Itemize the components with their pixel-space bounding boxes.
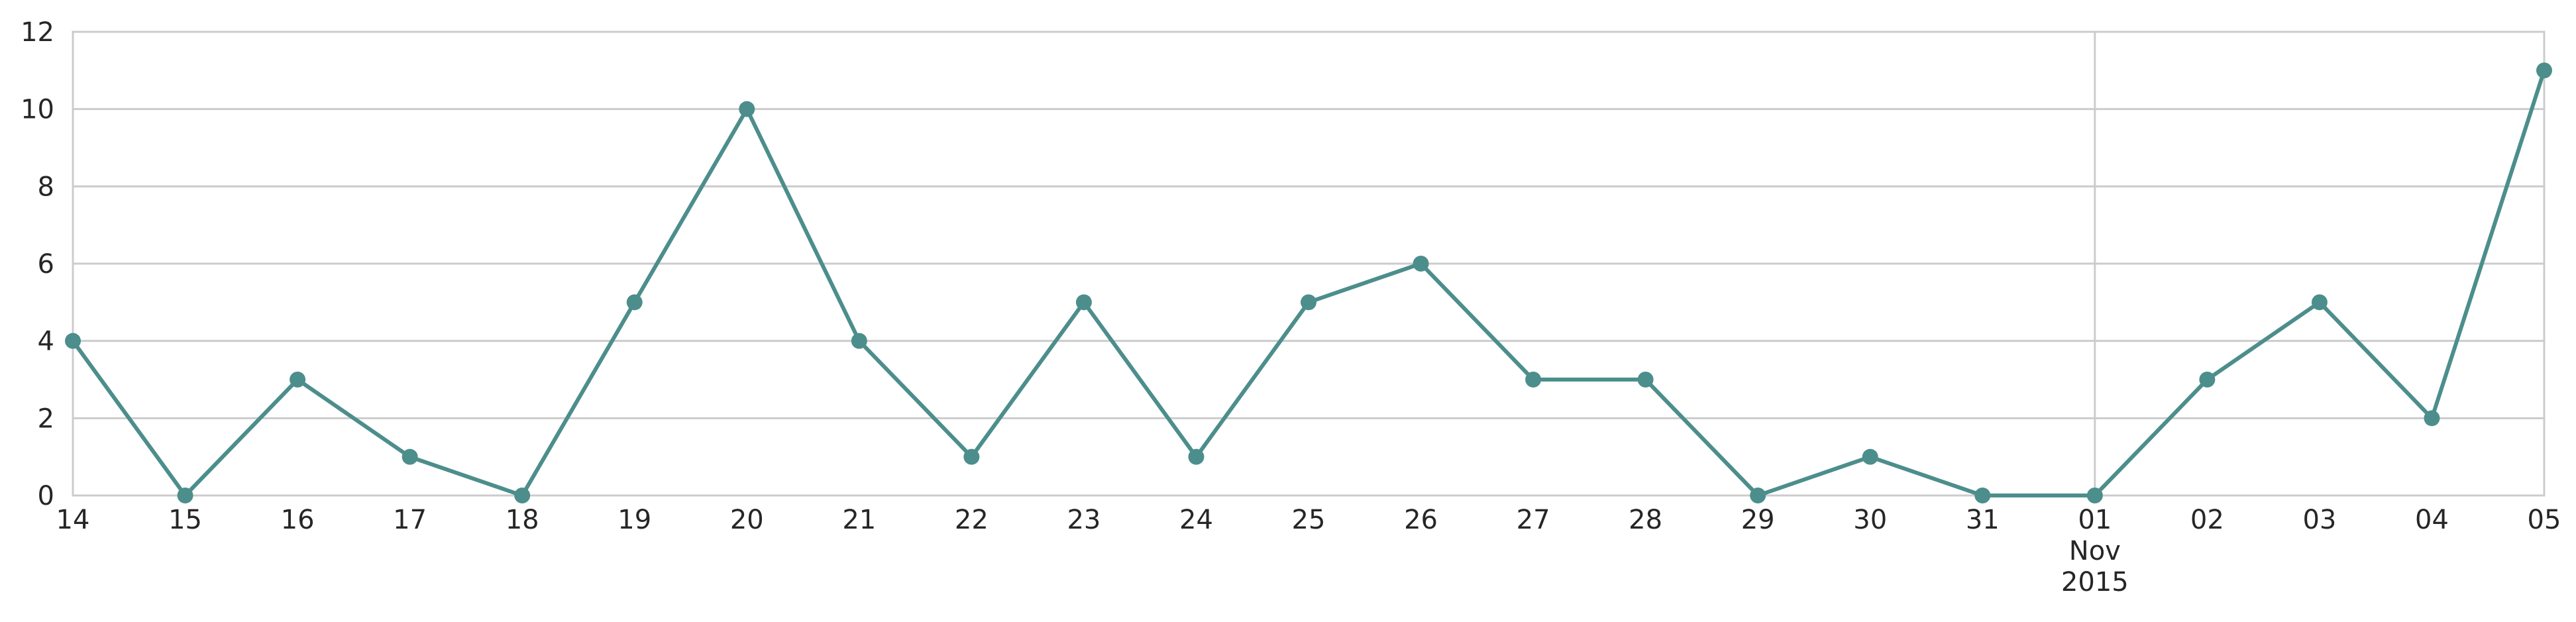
x-tick-label: 29 [1741, 505, 1775, 535]
data-point [851, 333, 867, 349]
y-tick-label: 10 [21, 95, 54, 125]
x-tick-label: 17 [393, 505, 427, 535]
x-tick-label: 22 [955, 505, 989, 535]
data-point [2536, 62, 2552, 79]
x-tick-label: 25 [1292, 505, 1326, 535]
series-line [71, 68, 2546, 497]
x-tick-label: 01 [2078, 505, 2112, 535]
x-axis-tick-labels: 14 15 16 17 18 19 20 21 22 23 24 25 26 27 28 29 30 31 01No… [56, 505, 2561, 597]
x-tick-label: 28 [1629, 505, 1662, 535]
data-point [2424, 410, 2440, 427]
data-point [290, 372, 306, 388]
data-point [2086, 488, 2103, 503]
y-tick-label: 0 [38, 481, 54, 511]
y-tick-label: 2 [38, 403, 54, 434]
y-tick-label: 12 [21, 17, 54, 48]
x-tick-label: 30 [1853, 505, 1887, 535]
data-point [1974, 488, 1991, 503]
x-tick-label: 16 [281, 505, 315, 535]
y-tick-label: 6 [38, 249, 54, 280]
x-tick-label: 14 [56, 505, 90, 535]
x-tick-label: 05 [2528, 505, 2561, 535]
x-tick-label: 26 [1404, 505, 1438, 535]
x-tick-label: 20 [730, 505, 764, 535]
data-point [514, 488, 531, 503]
x-tick-label: 03 [2302, 505, 2336, 535]
data-point [626, 294, 643, 311]
data-point [1750, 488, 1766, 503]
x-tick-label: 19 [617, 505, 651, 535]
data-point [65, 333, 81, 349]
x-tick-label: 23 [1067, 505, 1100, 535]
x-tick-label: 15 [168, 505, 202, 535]
data-point [1637, 372, 1654, 388]
x-tick-sublabel: Nov [2069, 536, 2121, 566]
data-point [2199, 372, 2216, 388]
plot-frame [72, 30, 2546, 497]
data-point [1301, 294, 1316, 311]
x-tick-label: 18 [506, 505, 539, 535]
x-tick-label: 24 [1179, 505, 1213, 535]
y-tick-label: 8 [38, 172, 54, 202]
y-tick-label: 4 [38, 327, 54, 357]
x-tick-label: 21 [842, 505, 876, 535]
x-tick-label: 02 [2190, 505, 2224, 535]
data-point [1075, 294, 1092, 311]
data-point [1862, 448, 1878, 465]
data-point [1413, 256, 1429, 272]
data-point [402, 448, 418, 465]
y-axis-tick-labels: 0 2 4 6 8 10 12 [21, 17, 54, 511]
data-point [1188, 448, 1205, 465]
data-point [2311, 294, 2328, 311]
data-point [739, 101, 755, 117]
horizontal-gridlines [73, 30, 2544, 497]
x-tick-label: 31 [1966, 505, 2000, 535]
data-point [177, 488, 193, 503]
data-point [963, 448, 980, 465]
series-layer [65, 62, 2552, 503]
x-tick-label: 27 [1517, 505, 1550, 535]
x-tick-sublabel: 2015 [2061, 567, 2129, 597]
data-point [1525, 372, 1542, 388]
x-tick-label: 04 [2415, 505, 2449, 535]
